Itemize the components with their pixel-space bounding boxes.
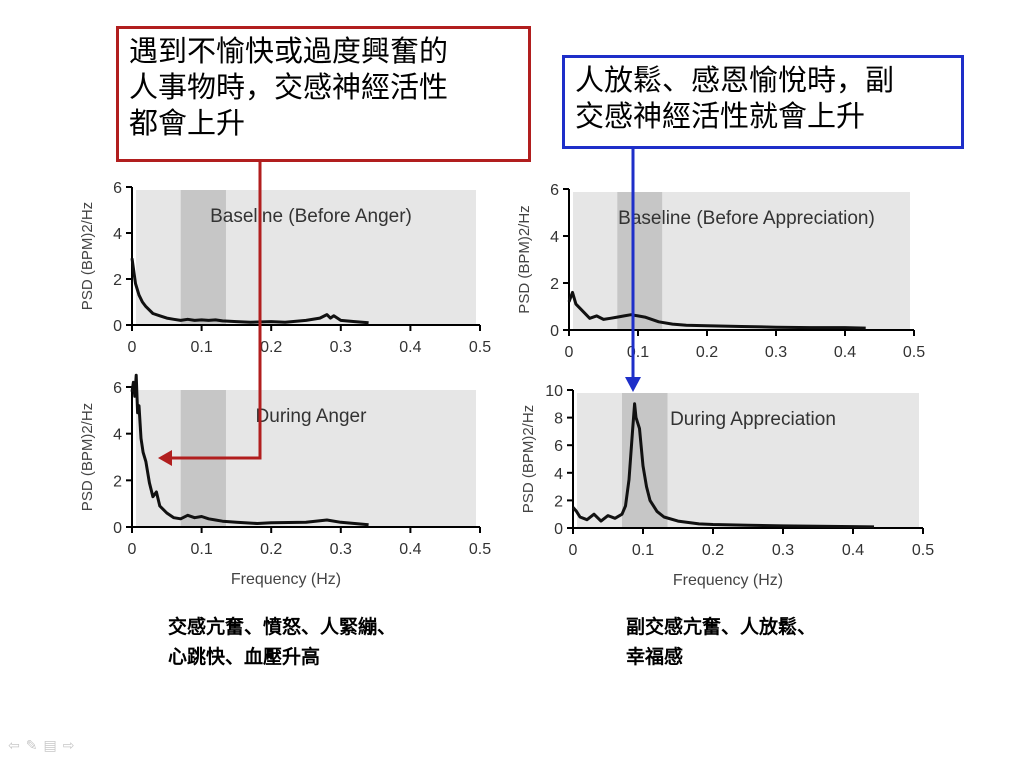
red-arrow-head xyxy=(158,450,172,466)
pen-icon[interactable]: ✎ xyxy=(25,738,44,754)
x-tick-label: 0.4 xyxy=(399,541,421,558)
y-tick-label: 4 xyxy=(550,229,559,246)
y-tick-label: 4 xyxy=(113,226,122,243)
menu-icon[interactable]: ▤ xyxy=(43,738,63,754)
arrow-left-icon[interactable]: ⇦ xyxy=(8,738,26,754)
panel-title: During Appreciation xyxy=(670,409,836,430)
caption-line: 副交感亢奮、人放鬆、 xyxy=(626,616,817,638)
y-tick-label: 2 xyxy=(554,493,563,510)
x-tick-label: 0.1 xyxy=(190,339,212,356)
psd-series-line xyxy=(571,402,875,529)
x-tick-label: 0.3 xyxy=(772,542,794,559)
x-tick-label: 0.5 xyxy=(469,541,491,558)
y-tick-label: 0 xyxy=(550,323,559,340)
caption-line: 交感亢奮、憤怒、人緊繃、 xyxy=(168,616,397,638)
psd-series-line xyxy=(130,373,369,527)
y-tick-label: 6 xyxy=(113,180,122,197)
x-tick-label: 0.3 xyxy=(330,339,352,356)
callout-line: 人事物時，交感神經活性 xyxy=(129,70,449,104)
y-axis-label: PSD (BPM)2/Hz xyxy=(516,205,533,313)
x-tick-label: 0 xyxy=(565,344,574,361)
lf-band xyxy=(617,192,663,330)
x-tick-label: 0.3 xyxy=(330,541,352,558)
y-tick-label: 0 xyxy=(113,318,122,335)
x-tick-label: 0.1 xyxy=(632,542,654,559)
caption-line: 幸福感 xyxy=(626,646,684,668)
y-axis-label: PSD (BPM)2/Hz xyxy=(520,405,537,513)
x-tick-label: 0.2 xyxy=(702,542,724,559)
lf-band xyxy=(180,190,226,325)
x-tick-label: 0.4 xyxy=(842,542,864,559)
panel-title: Baseline (Before Anger) xyxy=(210,206,412,227)
x-tick-label: 0.3 xyxy=(765,344,787,361)
x-tick-label: 0.4 xyxy=(834,344,856,361)
slide-nav: ⇦✎▤⇨ xyxy=(8,738,80,754)
y-tick-label: 6 xyxy=(113,380,122,397)
x-tick-label: 0 xyxy=(128,339,137,356)
caption-parasympathetic: 副交感亢奮、人放鬆、 幸福感 xyxy=(626,612,816,672)
x-tick-label: 0.2 xyxy=(260,541,282,558)
y-tick-label: 2 xyxy=(113,473,122,490)
y-tick-label: 6 xyxy=(550,182,559,199)
y-axis-label: PSD (BPM)2/Hz xyxy=(79,202,96,310)
blue-arrow-head xyxy=(625,377,641,392)
x-tick-label: 0.2 xyxy=(260,339,282,356)
y-tick-label: 4 xyxy=(554,466,563,483)
callout-parasympathetic: 人放鬆、感恩愉悅時，副 交感神經活性就會上升 xyxy=(562,55,964,149)
x-tick-label: 0.5 xyxy=(469,339,491,356)
callout-line: 人放鬆、感恩愉悅時，副 xyxy=(575,63,895,97)
x-tick-label: 0.1 xyxy=(627,344,649,361)
callout-line: 都會上升 xyxy=(129,106,246,140)
x-tick-label: 0.4 xyxy=(399,339,421,356)
callout-line: 遇到不愉快或過度興奮的 xyxy=(129,34,449,68)
lf-band xyxy=(622,393,668,528)
x-tick-label: 0 xyxy=(128,541,137,558)
y-tick-label: 0 xyxy=(554,521,563,538)
y-tick-label: 2 xyxy=(113,272,122,289)
x-tick-label: 0.2 xyxy=(696,344,718,361)
arrow-right-icon[interactable]: ⇨ xyxy=(62,738,81,754)
x-axis-label: Frequency (Hz) xyxy=(673,572,783,589)
callout-sympathetic: 遇到不愉快或過度興奮的 人事物時，交感神經活性 都會上升 xyxy=(116,26,531,162)
x-tick-label: 0.5 xyxy=(912,542,934,559)
caption-sympathetic: 交感亢奮、憤怒、人緊繃、 心跳快、血壓升高 xyxy=(168,612,396,672)
x-axis-label: Frequency (Hz) xyxy=(231,571,341,588)
y-tick-label: 8 xyxy=(554,411,563,428)
y-tick-label: 4 xyxy=(113,427,122,444)
x-tick-label: 0.5 xyxy=(903,344,925,361)
psd-series-line xyxy=(567,290,866,330)
y-tick-label: 6 xyxy=(554,438,563,455)
y-tick-label: 2 xyxy=(550,276,559,293)
caption-line: 心跳快、血壓升高 xyxy=(168,646,321,668)
psd-series-line xyxy=(130,258,369,325)
panel-title: Baseline (Before Appreciation) xyxy=(618,208,875,229)
panel-title: During Anger xyxy=(256,406,368,427)
y-tick-label: 10 xyxy=(545,383,563,400)
x-tick-label: 0.1 xyxy=(190,541,212,558)
x-tick-label: 0 xyxy=(569,542,578,559)
red-arrow-line xyxy=(168,162,262,460)
y-axis-label: PSD (BPM)2/Hz xyxy=(79,403,96,511)
callout-line: 交感神經活性就會上升 xyxy=(575,99,866,133)
y-tick-label: 0 xyxy=(113,520,122,537)
